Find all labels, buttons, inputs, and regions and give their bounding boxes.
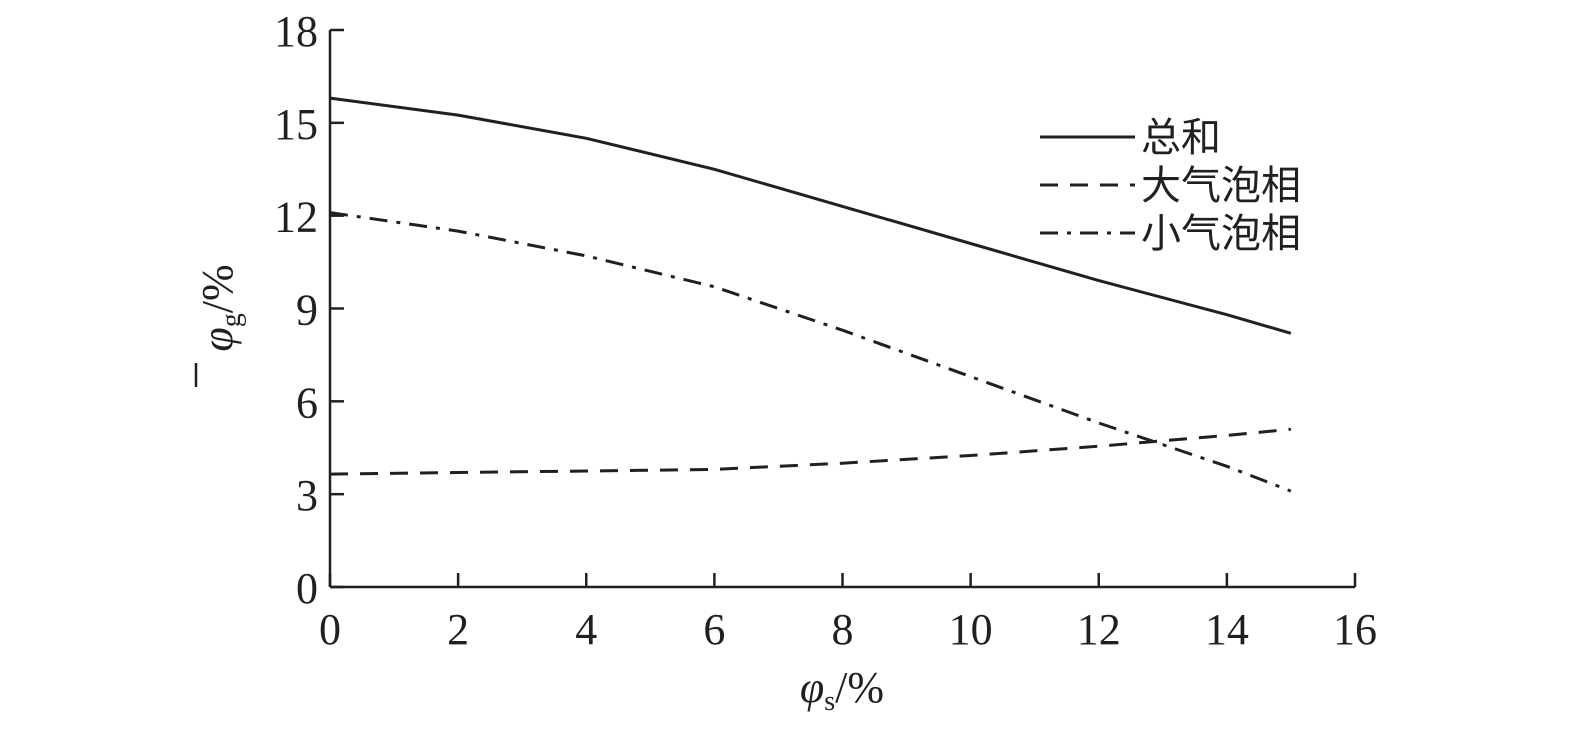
y-tick-label: 6	[296, 378, 318, 427]
y-tick-label: 15	[274, 100, 318, 149]
y-axis-title-group: φg/%	[193, 264, 247, 387]
y-tick-label: 0	[296, 564, 318, 613]
y-axis-unit: /%	[193, 264, 242, 313]
x-axis-title: φs/%	[800, 663, 884, 717]
x-tick-label: 4	[575, 605, 597, 654]
x-tick-label: 14	[1205, 605, 1249, 654]
y-axis-symbol: φ	[193, 327, 242, 351]
x-tick-label: 0	[319, 605, 341, 654]
legend-label-3: 小气泡相	[1141, 211, 1301, 257]
y-axis-title: φg/%	[193, 264, 247, 351]
x-ticks: 0 2 4 6 8 10 12 14 16	[319, 573, 1377, 654]
y-tick-label: 9	[296, 286, 318, 335]
y-tick-label: 12	[274, 193, 318, 242]
series-layer	[329, 96, 1292, 493]
legend-label-2: 大气泡相	[1141, 163, 1301, 209]
x-tick-label: 12	[1077, 605, 1121, 654]
y-axis-subscript: g	[216, 313, 247, 327]
x-tick-label: 16	[1333, 605, 1377, 654]
x-tick-label: 2	[447, 605, 469, 654]
x-axis-symbol: φ	[800, 663, 824, 712]
y-tick-label: 18	[274, 7, 318, 56]
series-line-3	[329, 211, 1292, 493]
x-axis-subscript: s	[824, 686, 835, 717]
series-line-2	[329, 427, 1292, 476]
x-tick-label: 10	[949, 605, 993, 654]
y-ticks: 0 3 6 9 12 15 18	[274, 7, 344, 613]
x-tick-label: 8	[832, 605, 854, 654]
x-tick-label: 6	[703, 605, 725, 654]
legend-label-1: 总和	[1141, 115, 1221, 161]
x-axis-unit: /%	[835, 663, 884, 712]
series-line-1	[329, 96, 1292, 335]
y-tick-label: 3	[296, 471, 318, 520]
